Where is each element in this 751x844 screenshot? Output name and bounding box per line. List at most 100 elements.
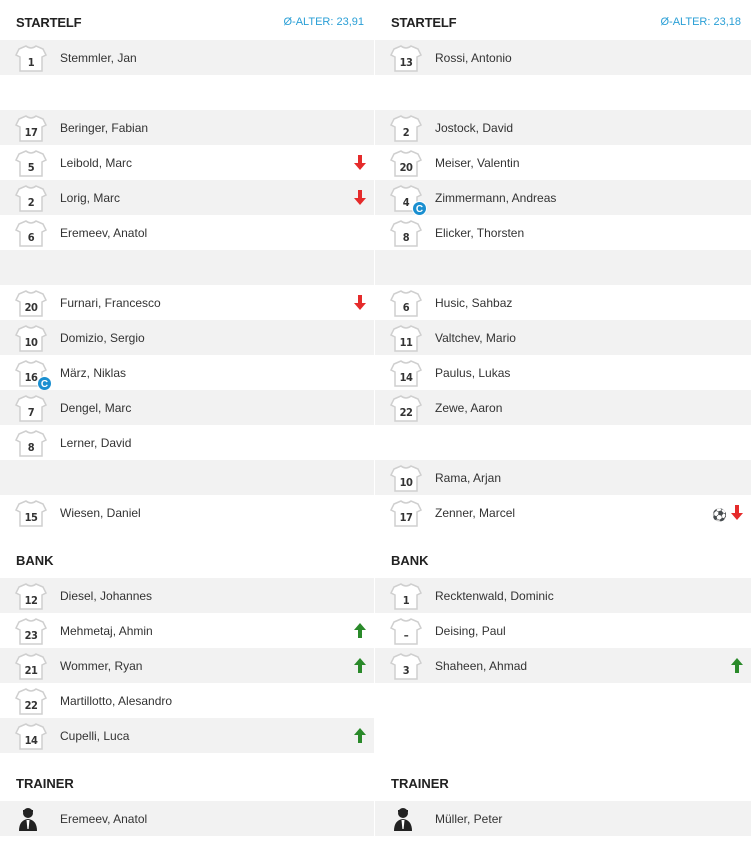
player-name[interactable]: Zimmermann, Andreas [435, 191, 557, 205]
player-name[interactable]: Zewe, Aaron [435, 401, 503, 415]
shirt-icon: 15 [15, 499, 47, 527]
player-row[interactable]: 8 Elicker, Thorsten [375, 215, 751, 250]
player-row[interactable]: 23 Mehmetaj, Ahmin [0, 613, 374, 648]
player-row[interactable]: 20 Furnari, Francesco [0, 285, 374, 320]
player-row[interactable]: 11 Valtchev, Mario [375, 320, 751, 355]
player-row[interactable]: 6 Husic, Sahbaz [375, 285, 751, 320]
player-row[interactable]: 1 Recktenwald, Dominic [375, 578, 751, 613]
average-age: Ø-ALTER: 23,91 [283, 16, 365, 28]
player-row[interactable]: 13 Rossi, Antonio [375, 40, 751, 75]
player-name[interactable]: Domizio, Sergio [60, 331, 145, 345]
player-row[interactable]: 17 Zenner, Marcel ⚽ [375, 495, 751, 530]
shirt-number: – [403, 629, 409, 642]
player-name[interactable]: Elicker, Thorsten [435, 226, 525, 240]
player-name[interactable]: Shaheen, Ahmad [435, 659, 528, 673]
trainer-row[interactable]: Eremeev, Anatol [0, 801, 374, 836]
player-row[interactable]: 22 Zewe, Aaron [375, 390, 751, 425]
player-name[interactable]: März, Niklas [60, 366, 127, 380]
player-name[interactable]: Wiesen, Daniel [60, 506, 141, 520]
shirt-number: 8 [402, 231, 410, 244]
player-name[interactable]: Mehmetaj, Ahmin [60, 624, 153, 638]
player-row[interactable]: – Deising, Paul [375, 613, 751, 648]
player-name[interactable]: Beringer, Fabian [60, 121, 149, 135]
player-row[interactable]: 14 Cupelli, Luca [0, 718, 374, 753]
player-name[interactable]: Lorig, Marc [60, 191, 121, 205]
shirt-number: 23 [24, 629, 38, 642]
player-name[interactable]: Eremeev, Anatol [60, 226, 148, 240]
trainer-person-icon [18, 807, 38, 836]
shirt-icon: 22 [390, 394, 422, 422]
player-name[interactable]: Furnari, Francesco [60, 296, 161, 310]
shirt-number: 2 [27, 196, 35, 209]
shirt-number: 15 [24, 511, 38, 524]
shirt-number: 6 [27, 231, 35, 244]
player-name[interactable]: Rossi, Antonio [435, 51, 512, 65]
trainer-name[interactable]: Müller, Peter [435, 812, 503, 826]
shirt-icon: 10 [15, 324, 47, 352]
player-name[interactable]: Meiser, Valentin [435, 156, 520, 170]
empty-row [375, 250, 751, 285]
player-name[interactable]: Stemmler, Jan [60, 51, 137, 65]
shirt-icon: 3 [390, 652, 422, 680]
player-name[interactable]: Paulus, Lukas [435, 366, 511, 380]
away-team-column: STARTELF Ø-ALTER: 23,18 13 Rossi, Antonio 2 J… [375, 0, 751, 836]
player-row[interactable]: 20 Meiser, Valentin [375, 145, 751, 180]
shirt-icon: 6 [390, 289, 422, 317]
player-row[interactable]: 6 Eremeev, Anatol [0, 215, 374, 250]
player-name[interactable]: Dengel, Marc [60, 401, 132, 415]
player-row[interactable]: 3 Shaheen, Ahmad [375, 648, 751, 683]
shirt-number: 14 [24, 734, 38, 747]
player-row[interactable]: 4 C Zimmermann, Andreas [375, 180, 751, 216]
player-name[interactable]: Wommer, Ryan [60, 659, 143, 673]
player-name[interactable]: Zenner, Marcel [435, 506, 516, 520]
startelf-header: STARTELF Ø-ALTER: 23,91 [0, 0, 374, 40]
event-icons [354, 728, 366, 748]
player-row[interactable]: 22 Martillotto, Alesandro [0, 683, 374, 718]
shirt-number: 7 [27, 406, 35, 419]
shirt-icon: 8 [390, 219, 422, 247]
player-row[interactable]: 5 Leibold, Marc [0, 145, 374, 180]
player-row[interactable]: 10 Rama, Arjan [375, 460, 751, 495]
player-row[interactable]: 16 C März, Niklas [0, 355, 374, 391]
player-name[interactable]: Diesel, Johannes [60, 589, 153, 603]
player-name[interactable]: Rama, Arjan [435, 471, 502, 485]
player-row[interactable]: 14 Paulus, Lukas [375, 355, 751, 390]
player-row[interactable]: 8 Lerner, David [0, 425, 374, 460]
player-row[interactable]: 21 Wommer, Ryan [0, 648, 374, 683]
bank-header: BANK [0, 530, 374, 578]
event-icons [731, 658, 743, 678]
player-name[interactable]: Cupelli, Luca [60, 729, 130, 743]
player-row[interactable]: 15 Wiesen, Daniel [0, 495, 374, 530]
player-name[interactable]: Husic, Sahbaz [435, 296, 513, 310]
player-row[interactable]: 17 Beringer, Fabian [0, 110, 374, 145]
bank-list: 12 Diesel, Johannes 23 Mehmetaj, Ahmin 21 Wom… [0, 578, 374, 753]
player-row[interactable]: 7 Dengel, Marc [0, 390, 374, 425]
substitution-out-arrow-icon [354, 295, 366, 315]
player-row[interactable]: 2 Jostock, David [375, 110, 751, 145]
trainer-row[interactable]: Müller, Peter [375, 801, 751, 836]
player-name[interactable]: Recktenwald, Dominic [435, 589, 554, 603]
player-row[interactable]: 12 Diesel, Johannes [0, 578, 374, 613]
trainer-name[interactable]: Eremeev, Anatol [60, 812, 148, 826]
player-name[interactable]: Valtchev, Mario [435, 331, 516, 345]
shirt-icon: 6 [15, 219, 47, 247]
player-row[interactable]: 1 Stemmler, Jan [0, 40, 374, 75]
player-name[interactable]: Martillotto, Alesandro [60, 694, 173, 708]
player-row[interactable]: 10 Domizio, Sergio [0, 320, 374, 355]
shirt-number: 16 [24, 371, 38, 384]
trainer-person-icon [393, 807, 413, 836]
shirt-number: 22 [399, 406, 413, 419]
player-name[interactable]: Lerner, David [60, 436, 132, 450]
player-name[interactable]: Deising, Paul [435, 624, 506, 638]
substitution-in-arrow-icon [731, 658, 743, 678]
shirt-icon: 2 [15, 184, 47, 212]
empty-row [0, 460, 374, 495]
shirt-icon: 2 [390, 114, 422, 142]
player-name[interactable]: Jostock, David [435, 121, 514, 135]
shirt-number: 13 [399, 56, 413, 69]
player-name[interactable]: Leibold, Marc [60, 156, 133, 170]
event-icons [354, 155, 366, 175]
captain-badge-icon: C [412, 201, 427, 216]
player-row[interactable]: 2 Lorig, Marc [0, 180, 374, 215]
